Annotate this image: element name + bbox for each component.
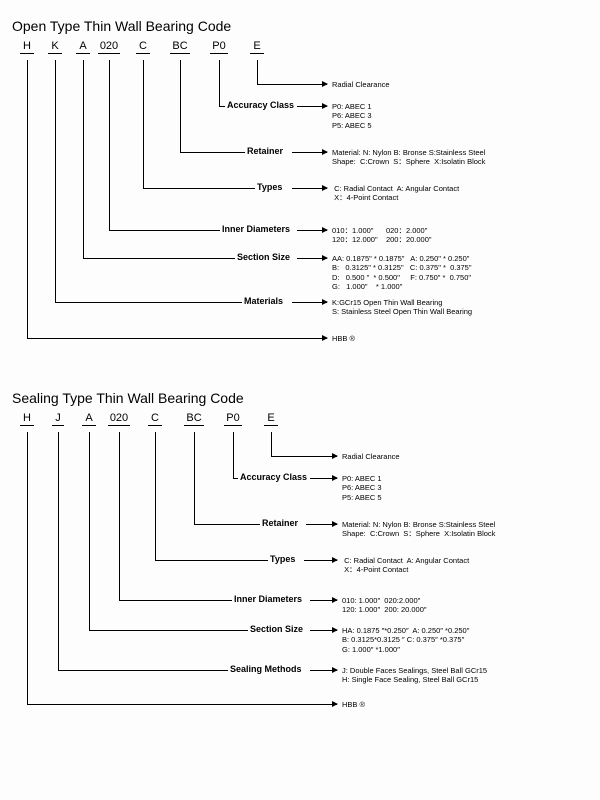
connector-vline bbox=[27, 60, 28, 338]
field-label: Section Size bbox=[237, 252, 290, 262]
field-label: Inner Diameters bbox=[222, 224, 290, 234]
field-description: P0: ABEC 1 P6: ABEC 3 P5: ABEC 5 bbox=[332, 102, 372, 130]
connector-line bbox=[233, 478, 238, 479]
field-description: HA: 0.1875 ″*0.250″ A: 0.250″ *0.250″ B:… bbox=[342, 626, 469, 654]
code-segment: J bbox=[52, 412, 64, 426]
code-segment: C bbox=[148, 412, 162, 426]
field-description: P0: ABEC 1 P6: ABEC 3 P5: ABEC 5 bbox=[342, 474, 382, 502]
connector-arrow bbox=[292, 152, 327, 153]
code-segment: P0 bbox=[224, 412, 242, 426]
connector-arrow bbox=[292, 188, 327, 189]
connector-vline bbox=[55, 60, 56, 302]
connector-vline bbox=[271, 432, 272, 456]
connector-line bbox=[219, 106, 225, 107]
code-segment: H bbox=[20, 40, 34, 54]
connector-arrow bbox=[310, 670, 337, 671]
connector-arrow bbox=[27, 338, 327, 339]
connector-arrow bbox=[292, 302, 327, 303]
code-segment: E bbox=[250, 40, 264, 54]
connector-arrow bbox=[271, 456, 337, 457]
connector-line bbox=[155, 560, 268, 561]
open-type-diagram: Open Type Thin Wall Bearing Code HKA 020 C… bbox=[12, 18, 588, 360]
description-area: Radial Clearance Accuracy Class P0: ABEC 1… bbox=[12, 60, 588, 360]
connector-arrow bbox=[257, 84, 327, 85]
connector-vline bbox=[257, 60, 258, 84]
field-label: Types bbox=[270, 554, 295, 564]
field-description: Material: N: Nylon B: Bronse S:Stainless… bbox=[332, 148, 485, 167]
field-description: AA: 0.1875" * 0.1875" A: 0.250" * 0.250"… bbox=[332, 254, 472, 292]
connector-arrow bbox=[310, 478, 337, 479]
connector-line bbox=[180, 152, 245, 153]
code-segment: E bbox=[264, 412, 278, 426]
connector-line bbox=[83, 258, 235, 259]
field-description: J: Double Faces Sealings, Steel Ball GCr… bbox=[342, 666, 487, 685]
connector-arrow bbox=[310, 630, 337, 631]
connector-line bbox=[194, 524, 260, 525]
field-label: Inner Diameters bbox=[234, 594, 302, 604]
field-label: Section Size bbox=[250, 624, 303, 634]
field-description: K:GCr15 Open Thin Wall Bearing S: Stainl… bbox=[332, 298, 472, 317]
connector-line bbox=[58, 670, 228, 671]
field-label: Retainer bbox=[247, 146, 283, 156]
code-row: HKA 020 C BC P0 E bbox=[12, 40, 588, 60]
field-description: Radial Clearance bbox=[332, 80, 390, 89]
connector-arrow bbox=[310, 600, 337, 601]
connector-vline bbox=[155, 432, 156, 560]
connector-line bbox=[89, 630, 248, 631]
connector-arrow bbox=[306, 524, 337, 525]
code-segment: C bbox=[136, 40, 150, 54]
connector-arrow bbox=[297, 230, 327, 231]
code-segment: BC bbox=[170, 40, 190, 54]
connector-arrow bbox=[27, 704, 337, 705]
connector-vline bbox=[219, 60, 220, 106]
code-row: H J A 020 C BC P0 E bbox=[12, 412, 588, 432]
connector-vline bbox=[180, 60, 181, 152]
code-segment: K bbox=[48, 40, 62, 54]
connector-vline bbox=[143, 60, 144, 188]
connector-vline bbox=[109, 60, 110, 230]
field-label: Accuracy Class bbox=[240, 472, 307, 482]
field-description: HBB ® bbox=[342, 700, 365, 709]
field-label: Retainer bbox=[262, 518, 298, 528]
connector-line bbox=[55, 302, 242, 303]
code-segment: 020 bbox=[108, 412, 130, 426]
connector-arrow bbox=[304, 560, 337, 561]
field-description: C: Radial Contact A: Angular Contact X：4… bbox=[342, 556, 469, 575]
field-label: Sealing Methods bbox=[230, 664, 302, 674]
connector-arrow bbox=[297, 106, 327, 107]
field-description: Radial Clearance bbox=[342, 452, 400, 461]
description-area: Radial Clearance Accuracy Class P0: ABEC 1… bbox=[12, 432, 588, 732]
code-segment: A bbox=[76, 40, 90, 54]
connector-line bbox=[109, 230, 220, 231]
connector-vline bbox=[194, 432, 195, 524]
code-segment: 020 bbox=[98, 40, 120, 54]
field-label: Materials bbox=[244, 296, 283, 306]
connector-vline bbox=[89, 432, 90, 630]
field-description: HBB ® bbox=[332, 334, 355, 343]
connector-vline bbox=[119, 432, 120, 600]
code-segment: BC bbox=[184, 412, 204, 426]
connector-vline bbox=[58, 432, 59, 670]
field-description: 010：1.000" 020：2.000" 120：12.000" 200：20… bbox=[332, 226, 432, 245]
connector-line bbox=[143, 188, 255, 189]
field-label: Types bbox=[257, 182, 282, 192]
section-title: Open Type Thin Wall Bearing Code bbox=[12, 18, 588, 34]
field-description: C: Radial Contact A: Angular Contact X：4… bbox=[332, 184, 459, 203]
connector-vline bbox=[233, 432, 234, 478]
field-description: 010: 1.000″ 020:2.000″ 120: 1.000″ 200: … bbox=[342, 596, 427, 615]
connector-arrow bbox=[297, 258, 327, 259]
section-title: Sealing Type Thin Wall Bearing Code bbox=[12, 390, 588, 406]
connector-vline bbox=[27, 432, 28, 704]
sealing-type-diagram: Sealing Type Thin Wall Bearing Code HJA0… bbox=[12, 390, 588, 732]
code-segment: H bbox=[20, 412, 34, 426]
code-segment: A bbox=[82, 412, 96, 426]
code-segment: P0 bbox=[210, 40, 228, 54]
field-description: Material: N: Nylon B: Bronse S:Stainless… bbox=[342, 520, 495, 539]
field-label: Accuracy Class bbox=[227, 100, 294, 110]
connector-vline bbox=[83, 60, 84, 258]
connector-line bbox=[119, 600, 232, 601]
